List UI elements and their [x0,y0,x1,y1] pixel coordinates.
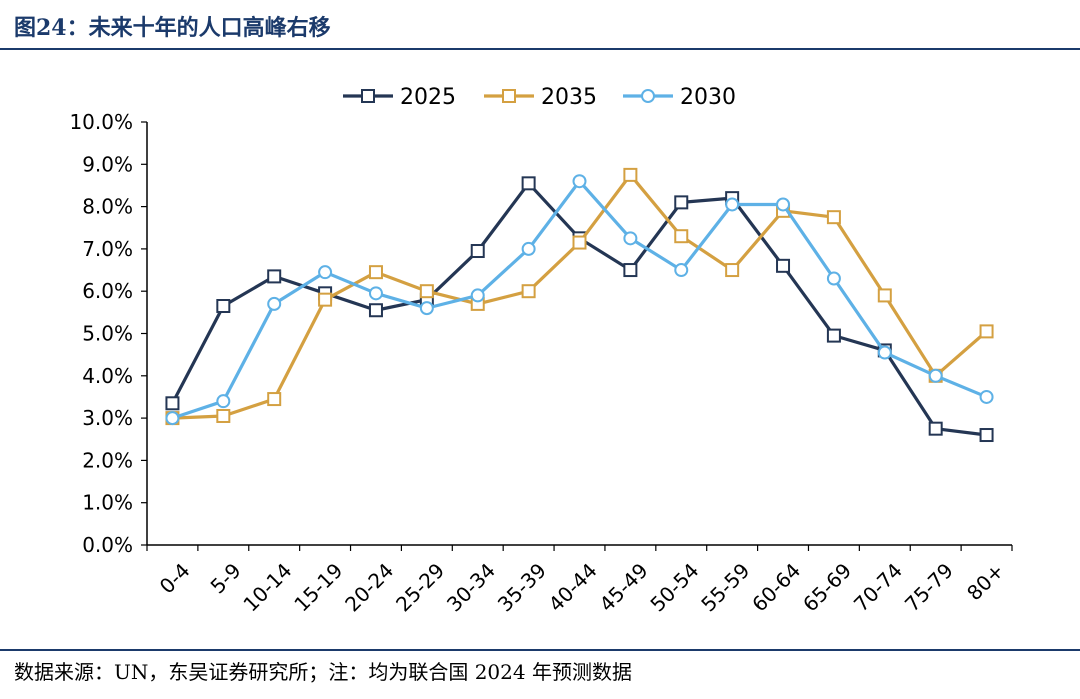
source-note: 数据来源：UN，东吴证券研究所；注：均为联合国 2024 年预测数据 [14,660,632,684]
x-tick-label: 35-39 [493,558,551,616]
x-tick-label: 60-64 [747,558,805,616]
x-tick-label: 75-79 [900,558,958,616]
legend-label-2030: 2030 [680,85,736,110]
x-tick-label: 15-19 [289,558,347,616]
data-point-2035 [826,210,841,225]
data-point-2035 [877,288,892,303]
title-divider [0,48,1080,50]
x-tick-label: 50-54 [645,558,703,616]
x-tick-label: 5-9 [206,558,246,598]
y-tick-label: 7.0% [82,237,133,261]
y-tick-label: 6.0% [82,279,133,303]
data-point-2025 [216,299,231,314]
data-point-2025 [674,195,689,210]
y-tick-label: 5.0% [82,322,133,346]
data-point-2035 [419,284,434,299]
data-point-2035 [216,408,231,423]
data-point-2030 [521,241,536,256]
legend-marker-2030 [641,89,655,103]
data-point-2030 [470,288,485,303]
x-tick-label: 20-24 [340,558,398,616]
x-tick-label: 30-34 [442,558,500,616]
data-point-2025 [470,244,485,259]
legend-label-2025: 2025 [400,85,456,110]
chart-series [165,167,994,443]
data-point-2030 [419,301,434,316]
data-point-2035 [623,167,638,182]
data-point-2035 [521,284,536,299]
data-point-2030 [216,394,231,409]
data-point-2030 [623,231,638,246]
data-point-2030 [979,389,994,404]
data-point-2035 [979,324,994,339]
y-tick-label: 10.0% [69,110,133,134]
data-point-2025 [165,396,180,411]
x-tick-label: 80+ [962,558,1009,605]
data-point-2035 [368,265,383,280]
data-point-2035 [674,229,689,244]
data-point-2025 [979,428,994,443]
x-tick-label: 0-4 [155,558,195,598]
data-point-2035 [318,292,333,307]
data-point-2025 [368,303,383,318]
y-tick-label: 8.0% [82,195,133,219]
data-point-2025 [623,263,638,278]
figure-title: 图24：未来十年的人口高峰右移 [14,15,331,41]
data-point-2035 [572,235,587,250]
legend-label-2035: 2035 [541,85,597,110]
data-point-2030 [725,197,740,212]
y-tick-label: 0.0% [82,533,133,557]
series-line-2025 [171,181,987,437]
x-tick-label: 45-49 [595,558,653,616]
legend-marker-2025 [361,89,375,103]
chart-axes: 0.0% 1.0% 2.0% 3.0% 4.0% 5.0% 6.0% 7.0% 8.0% 9.0%… [69,110,1013,616]
legend-marker-2035 [502,89,516,103]
data-point-2030 [318,265,333,280]
y-tick-label: 3.0% [82,406,133,430]
footer-divider [0,649,1080,651]
data-point-2025 [928,421,943,436]
y-tick-label: 4.0% [82,364,133,388]
data-point-2030 [572,174,587,189]
data-point-2030 [928,368,943,383]
data-point-2030 [267,296,282,311]
data-point-2030 [674,263,689,278]
data-point-2030 [165,411,180,426]
x-tick-label: 10-14 [238,558,296,616]
series-line-2035 [172,173,988,420]
data-point-2025 [776,258,791,273]
data-point-2030 [877,345,892,360]
data-point-2025 [826,328,841,343]
x-tick-label: 40-44 [544,558,602,616]
y-tick-label: 9.0% [82,152,133,176]
x-tick-label: 65-69 [798,558,856,616]
data-point-2035 [267,392,282,407]
data-point-2025 [521,176,536,191]
data-point-2030 [826,271,841,286]
series-line-2030 [171,179,988,420]
data-point-2030 [368,286,383,301]
x-tick-label: 70-74 [849,558,907,616]
data-point-2025 [267,269,282,284]
data-point-2030 [776,197,791,212]
chart-legend: 2025 2035 2030 [343,85,736,110]
data-point-2035 [725,263,740,278]
y-tick-label: 2.0% [82,448,133,472]
y-tick-label: 1.0% [82,491,133,515]
line-chart: 0.0% 1.0% 2.0% 3.0% 4.0% 5.0% 6.0% 7.0% 8.0% 9.0%… [69,85,1013,616]
x-tick-label: 25-29 [391,558,449,616]
x-tick-label: 55-59 [696,558,754,616]
